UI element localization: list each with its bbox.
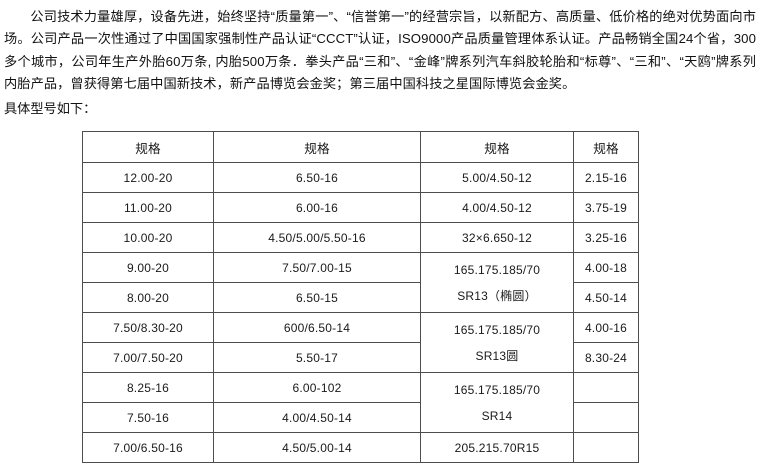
table-row: 7.50-16 4.00/4.50-14 — [82, 402, 639, 433]
cell-spec-col3: 5.00/4.50-12 — [420, 162, 574, 193]
table-row: 12.00-20 6.50-16 5.00/4.50-12 2.15-16 — [82, 162, 639, 193]
table-row: 8.25-16 6.00-102 165.175.185/70 SR14 — [82, 372, 639, 433]
table-row: 7.00/6.50-16 4.50/5.00-14 205.215.70R15 — [82, 432, 639, 463]
cell-spec-col1: 11.00-20 — [82, 192, 214, 223]
cell-spec-col2: 4.50/5.00-14 — [213, 432, 421, 463]
cell-spec-col3: 4.00/4.50-12 — [420, 192, 574, 223]
cell-spec-col3-line1: 165.175.185/70 — [453, 262, 541, 277]
cell-spec-col3: 32×6.650-12 — [420, 222, 574, 253]
table-row: 9.00-20 7.50/7.00-15 165.175.185/70 SR13（椭圆… — [82, 252, 639, 313]
table-header-row: 规格 规格 规格 规格 — [82, 131, 639, 163]
cell-spec-col3-line2: SR14 — [481, 408, 513, 423]
column-header-2: 规格 — [213, 131, 421, 163]
cell-spec-col4: 4.00-16 — [573, 312, 639, 343]
cell-spec-col2: 5.50-17 — [213, 342, 421, 373]
cell-spec-col3-line2: SR13圆 — [475, 348, 519, 363]
cell-spec-col4 — [573, 402, 639, 433]
cell-spec-col2: 6.00-16 — [213, 192, 421, 223]
cell-spec-col2: 6.00-102 — [213, 372, 421, 403]
cell-spec-col4: 2.15-16 — [573, 162, 639, 193]
cell-spec-col4 — [573, 432, 639, 463]
cell-spec-col3-merged: 165.175.185/70 SR13（椭圆） — [420, 252, 574, 313]
cell-spec-col2: 600/6.50-14 — [213, 312, 421, 343]
cell-spec-col3-line2: SR13（椭圆） — [457, 288, 537, 303]
table-row: 11.00-20 6.00-16 4.00/4.50-12 3.75-19 — [82, 192, 639, 223]
company-description-paragraph: 公司技术力量雄厚，设备先进，始终坚持“质量第一”、“信誉第一”的经营宗旨，以新配… — [4, 9, 756, 91]
cell-spec-col1: 7.00/7.50-20 — [82, 342, 214, 373]
table-row: 7.00/7.50-20 5.50-17 8.30-24 — [82, 342, 639, 373]
column-header-4: 规格 — [573, 131, 639, 163]
cell-spec-col4: 3.75-19 — [573, 192, 639, 223]
cell-spec-col3-line1: 165.175.185/70 — [453, 382, 541, 397]
table-body: 12.00-20 6.50-16 5.00/4.50-12 2.15-16 11.00-… — [82, 162, 639, 463]
cell-spec-col2: 7.50/7.00-15 — [213, 252, 421, 283]
column-header-3: 规格 — [420, 131, 574, 163]
cell-spec-col4: 3.25-16 — [573, 222, 639, 253]
table-header: 规格 规格 规格 规格 — [82, 131, 639, 163]
document-page: 公司技术力量雄厚，设备先进，始终坚持“质量第一”、“信誉第一”的经营宗旨，以新配… — [4, 9, 756, 463]
cell-spec-col4: 4.00-18 — [573, 252, 639, 283]
cell-spec-col2: 4.50/5.00/5.50-16 — [213, 222, 421, 253]
cell-spec-col1: 9.00-20 — [82, 252, 214, 283]
spec-list-lead-in: 具体型号如下： — [4, 101, 97, 117]
cell-spec-col1: 7.50/8.30-20 — [82, 312, 214, 343]
cell-spec-col1: 7.00/6.50-16 — [82, 432, 214, 463]
cell-spec-col1: 8.00-20 — [82, 282, 214, 313]
cell-spec-col2: 6.50-16 — [213, 162, 421, 193]
cell-spec-col3-line1: 165.175.185/70 — [453, 322, 541, 337]
cell-spec-col4: 8.30-24 — [573, 342, 639, 373]
cell-spec-col2: 4.00/4.50-14 — [213, 402, 421, 433]
cell-spec-col3-merged: 165.175.185/70 SR13圆 — [420, 312, 574, 373]
cell-spec-col1: 12.00-20 — [82, 162, 214, 193]
cell-spec-col3: 205.215.70R15 — [420, 432, 574, 463]
table-row: 10.00-20 4.50/5.00/5.50-16 32×6.650-12 3.25… — [82, 222, 639, 253]
cell-spec-col2: 6.50-15 — [213, 282, 421, 313]
cell-spec-col1: 10.00-20 — [82, 222, 214, 253]
specification-table: 规格 规格 规格 规格 12.00-20 6.50-16 5.00/4.50-12 2… — [82, 131, 639, 463]
specification-table-wrapper: 规格 规格 规格 规格 12.00-20 6.50-16 5.00/4.50-12 2… — [82, 131, 639, 463]
table-row: 7.50/8.30-20 600/6.50-14 165.175.185/70 SR1… — [82, 312, 639, 373]
cell-spec-col4: 4.50-14 — [573, 282, 639, 313]
cell-spec-col1: 8.25-16 — [82, 372, 214, 403]
cell-spec-col4 — [573, 372, 639, 403]
cell-spec-col3-merged: 165.175.185/70 SR14 — [420, 372, 574, 433]
column-header-1: 规格 — [82, 131, 214, 163]
cell-spec-col1: 7.50-16 — [82, 402, 214, 433]
table-row: 8.00-20 6.50-15 4.50-14 — [82, 282, 639, 313]
